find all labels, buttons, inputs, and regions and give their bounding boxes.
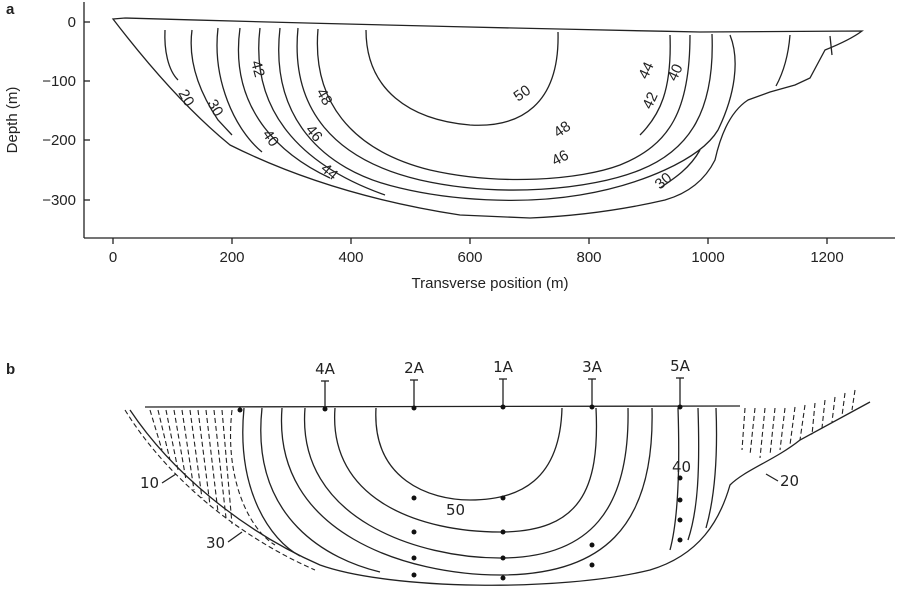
x-tick-label: 600 xyxy=(457,249,482,266)
measurement-points xyxy=(237,404,683,581)
glacier-outline xyxy=(111,17,864,219)
y-axis-title: Depth (m) xyxy=(4,87,21,154)
glacier-surface xyxy=(144,405,741,408)
isotherm-30-left xyxy=(190,29,233,136)
panel-a-label: a xyxy=(6,1,15,18)
contour-label: 40 xyxy=(259,127,282,150)
leader-line xyxy=(227,531,243,543)
contour-label: 42 xyxy=(247,59,268,80)
isotherm-42-right xyxy=(639,34,671,136)
isotherm-44 xyxy=(258,27,386,196)
x-tick-label: 1200 xyxy=(810,249,843,266)
x-tick-label: 200 xyxy=(219,249,244,266)
contour-label: 42 xyxy=(639,89,661,111)
contour-labels-b: 10 30 50 40 20 xyxy=(140,458,799,552)
panel-b: b xyxy=(6,357,871,586)
isotherms-b xyxy=(230,407,718,576)
glacier-bed xyxy=(129,401,871,586)
y-tick-label: −300 xyxy=(42,192,76,209)
bed-dashed-left xyxy=(124,409,316,571)
contour-label: 20 xyxy=(175,87,198,110)
y-tick-label: −200 xyxy=(42,132,76,149)
isotherm xyxy=(280,407,653,576)
x-ticks: 0 200 400 600 800 1000 1200 xyxy=(109,238,844,266)
isotherm xyxy=(334,407,598,533)
isotherm-48 xyxy=(316,28,691,181)
contour-label: 10 xyxy=(140,474,159,492)
panel-b-label: b xyxy=(6,361,15,378)
station-label: 5A xyxy=(670,357,691,375)
y-ticks: 0 −100 −200 −300 xyxy=(42,14,90,209)
contour-label: 44 xyxy=(635,59,657,81)
station-label: 1A xyxy=(493,358,514,376)
isotherm-50 xyxy=(365,29,559,126)
contour-label: 50 xyxy=(511,82,534,105)
contour-label: 30 xyxy=(652,169,676,193)
contour-label: 30 xyxy=(206,534,225,552)
isotherms-a xyxy=(164,27,833,201)
station-label: 4A xyxy=(315,360,336,378)
station-markers: 4A 2A 1A 3A 5A xyxy=(315,357,691,407)
contour-label: 20 xyxy=(780,472,799,490)
isotherm-40 xyxy=(669,407,680,551)
x-axis-title: Transverse position (m) xyxy=(412,275,569,292)
isotherm-46 xyxy=(296,27,713,191)
x-tick-label: 0 xyxy=(109,249,117,266)
panel-a: a 0 −100 −200 −300 0 200 400 600 xyxy=(4,1,895,292)
isotherm-30-upper-right xyxy=(775,34,791,87)
isotherm xyxy=(687,407,700,541)
hatched-zone-right xyxy=(741,389,856,459)
isotherm-20-left xyxy=(164,29,179,81)
y-tick-label: −100 xyxy=(42,73,76,90)
x-tick-label: 800 xyxy=(576,249,601,266)
y-tick-label: 0 xyxy=(68,14,76,31)
isotherm xyxy=(705,407,718,529)
contour-label: 40 xyxy=(664,61,686,83)
isotherm-42-left xyxy=(237,27,331,179)
contour-label: 46 xyxy=(549,147,572,170)
x-tick-label: 1000 xyxy=(691,249,724,266)
isotherm-20-right xyxy=(829,35,833,56)
leader-line xyxy=(161,473,177,484)
isotherm-40-left xyxy=(216,27,263,153)
isotherm-30 xyxy=(230,409,276,546)
station-label: 3A xyxy=(582,358,603,376)
x-tick-label: 400 xyxy=(338,249,363,266)
contour-label: 48 xyxy=(313,86,336,109)
isotherm xyxy=(242,407,301,557)
leader-line xyxy=(765,473,779,482)
hatched-zone-left xyxy=(149,409,233,525)
isotherm xyxy=(260,407,381,573)
contour-label: 50 xyxy=(446,501,465,519)
contour-label: 40 xyxy=(672,458,691,476)
isotherm xyxy=(304,407,629,559)
contour-label: 30 xyxy=(204,97,227,120)
isotherm-50 xyxy=(375,407,563,501)
isotherm-44-bottom xyxy=(278,27,736,201)
contour-labels-a: 20 30 42 40 48 46 44 50 48 46 44 42 40 3… xyxy=(175,59,687,193)
isotherm-30-right xyxy=(659,149,701,189)
station-label: 2A xyxy=(404,359,425,377)
contour-label: 48 xyxy=(551,118,574,141)
